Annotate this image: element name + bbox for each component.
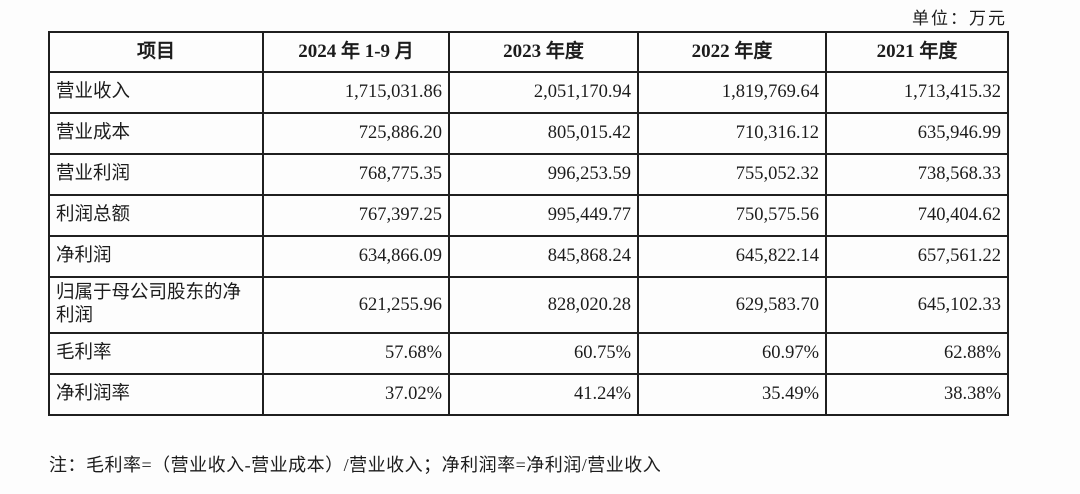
cell-value: 725,886.20 bbox=[262, 112, 450, 155]
row-label: 营业成本 bbox=[48, 112, 264, 155]
unit-label: 单位：万元 bbox=[912, 9, 1007, 28]
cell-value: 1,713,415.32 bbox=[825, 71, 1009, 114]
table-header-row: 项目 2024 年 1-9 月 2023 年度 2022 年度 2021 年度 bbox=[48, 31, 1009, 73]
cell-value: 995,449.77 bbox=[448, 194, 639, 237]
cell-value: 740,404.62 bbox=[825, 194, 1009, 237]
financial-summary-table: 项目 2024 年 1-9 月 2023 年度 2022 年度 2021 年度 … bbox=[48, 31, 1009, 417]
footnote-text: 注：毛利率=（营业收入-营业成本）/营业收入；净利润率=净利润/营业收入 bbox=[49, 455, 662, 475]
cell-value: 657,561.22 bbox=[825, 235, 1009, 278]
cell-value: 35.49% bbox=[637, 373, 827, 417]
col-header-2024: 2024 年 1-9 月 bbox=[262, 31, 450, 73]
cell-value: 828,020.28 bbox=[448, 275, 639, 335]
col-header-2022: 2022 年度 bbox=[637, 31, 827, 73]
table-row-net-profit: 净利润 634,866.09 845,868.24 645,822.14 657… bbox=[48, 235, 1009, 278]
cell-value: 629,583.70 bbox=[637, 275, 827, 335]
cell-value: 768,775.35 bbox=[262, 153, 450, 196]
row-label: 毛利率 bbox=[48, 332, 264, 376]
row-label: 利润总额 bbox=[48, 194, 264, 237]
table-row-operating-profit: 营业利润 768,775.35 996,253.59 755,052.32 73… bbox=[48, 153, 1009, 196]
cell-value: 634,866.09 bbox=[262, 235, 450, 278]
cell-value: 37.02% bbox=[262, 373, 450, 417]
cell-value: 635,946.99 bbox=[825, 112, 1009, 155]
table-row-total-profit: 利润总额 767,397.25 995,449.77 750,575.56 74… bbox=[48, 194, 1009, 237]
cell-value: 621,255.96 bbox=[262, 275, 450, 335]
cell-value: 41.24% bbox=[448, 373, 639, 417]
table-row-net-profit-attributable-to-parent: 归属于母公司股东的净利润 621,255.96 828,020.28 629,5… bbox=[48, 275, 1009, 335]
row-label: 营业利润 bbox=[48, 153, 264, 196]
cell-value: 645,102.33 bbox=[825, 275, 1009, 335]
col-header-2021: 2021 年度 bbox=[825, 31, 1009, 73]
cell-value: 1,819,769.64 bbox=[637, 71, 827, 114]
table-row-gross-margin: 毛利率 57.68% 60.75% 60.97% 62.88% bbox=[48, 332, 1009, 376]
row-label: 归属于母公司股东的净利润 bbox=[48, 275, 264, 335]
table-row-operating-revenue: 营业收入 1,715,031.86 2,051,170.94 1,819,769… bbox=[48, 71, 1009, 114]
cell-value: 738,568.33 bbox=[825, 153, 1009, 196]
cell-value: 750,575.56 bbox=[637, 194, 827, 237]
cell-value: 38.38% bbox=[825, 373, 1009, 417]
col-header-item: 项目 bbox=[48, 31, 264, 73]
row-label: 净利润 bbox=[48, 235, 264, 278]
cell-value: 845,868.24 bbox=[448, 235, 639, 278]
row-label: 营业收入 bbox=[48, 71, 264, 114]
cell-value: 60.75% bbox=[448, 332, 639, 376]
cell-value: 62.88% bbox=[825, 332, 1009, 376]
cell-value: 767,397.25 bbox=[262, 194, 450, 237]
table-row-net-profit-margin: 净利润率 37.02% 41.24% 35.49% 38.38% bbox=[48, 373, 1009, 417]
col-header-2023: 2023 年度 bbox=[448, 31, 639, 73]
row-label: 净利润率 bbox=[48, 373, 264, 417]
cell-value: 57.68% bbox=[262, 332, 450, 376]
cell-value: 2,051,170.94 bbox=[448, 71, 639, 114]
cell-value: 805,015.42 bbox=[448, 112, 639, 155]
cell-value: 996,253.59 bbox=[448, 153, 639, 196]
cell-value: 1,715,031.86 bbox=[262, 71, 450, 114]
cell-value: 645,822.14 bbox=[637, 235, 827, 278]
cell-value: 755,052.32 bbox=[637, 153, 827, 196]
table-row-operating-cost: 营业成本 725,886.20 805,015.42 710,316.12 63… bbox=[48, 112, 1009, 155]
cell-value: 710,316.12 bbox=[637, 112, 827, 155]
cell-value: 60.97% bbox=[637, 332, 827, 376]
